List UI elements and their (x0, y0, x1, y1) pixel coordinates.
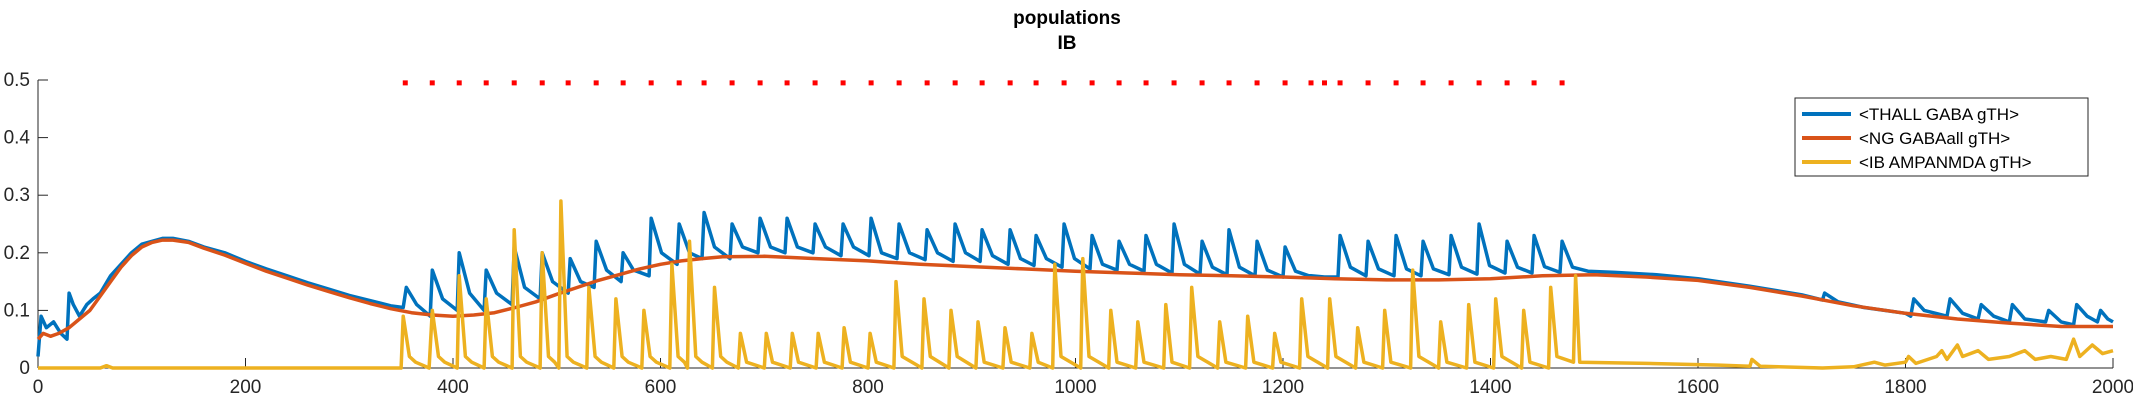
x-tick-label: 400 (437, 377, 469, 398)
stimulus-marker (840, 80, 846, 86)
stimulus-marker (565, 80, 571, 86)
stimulus-marker (1322, 80, 1327, 86)
chart-subtitle: IB (1058, 33, 1077, 54)
legend-label-thall: <THALL GABA gTH> (1859, 105, 2019, 124)
stimulus-marker (1282, 80, 1288, 86)
stimulus-marker (1116, 80, 1122, 86)
series-line-0 (36, 210, 2114, 357)
stimulus-marker (1171, 80, 1177, 86)
x-tick-label: 200 (230, 377, 262, 398)
legend-label-ng: <NG GABAall gTH> (1859, 129, 2010, 148)
stimulus-marker (1559, 80, 1565, 86)
stimulus-marker (429, 80, 435, 86)
stimulus-marker (868, 80, 874, 86)
stimulus-marker (1308, 80, 1314, 86)
chart-title: populations (1013, 8, 1121, 29)
stimulus-marker (757, 80, 763, 86)
stimulus-marker (1199, 80, 1205, 86)
stimulus-markers (402, 80, 1565, 86)
stimulus-marker (1061, 80, 1067, 86)
stimulus-marker (1337, 80, 1343, 86)
stimulus-marker (1226, 80, 1232, 86)
series-line-1 (36, 238, 2113, 341)
stimulus-marker (511, 80, 517, 86)
x-tick-label: 1200 (1262, 377, 1304, 398)
stimulus-marker (456, 80, 462, 86)
stimulus-marker (620, 80, 626, 86)
y-tick-label: 0.5 (4, 70, 30, 91)
stimulus-marker (1448, 80, 1454, 86)
stimulus-marker (1531, 80, 1537, 86)
stimulus-marker (729, 80, 735, 86)
stimulus-marker (402, 80, 408, 86)
y-tick-label: 0.3 (4, 185, 30, 206)
stimulus-marker (1393, 80, 1399, 86)
stimulus-marker (1007, 80, 1013, 86)
x-tick-label: 1400 (1469, 377, 1511, 398)
series-line-2 (38, 199, 2114, 370)
x-tick-label: 0 (33, 377, 44, 398)
x-tick-label: 2000 (2092, 377, 2133, 398)
x-tick-label: 1600 (1677, 377, 1719, 398)
x-tick-label: 800 (852, 377, 884, 398)
stimulus-marker (1420, 80, 1426, 86)
stimulus-marker (483, 80, 489, 86)
stimulus-marker (701, 80, 707, 86)
y-tick-label: 0.4 (4, 128, 31, 149)
stimulus-marker (676, 80, 682, 86)
stimulus-marker (1089, 80, 1095, 86)
stimulus-marker (924, 80, 930, 86)
stimulus-marker (896, 80, 902, 86)
legend: <THALL GABA gTH> <NG GABAall gTH> <IB AM… (1794, 97, 2089, 177)
stimulus-marker (648, 80, 654, 86)
x-tick-label: 1000 (1054, 377, 1096, 398)
y-tick-label: 0 (19, 358, 30, 379)
stimulus-marker (593, 80, 599, 86)
stimulus-marker (1143, 80, 1149, 86)
stimulus-marker (1033, 80, 1039, 86)
legend-label-ib: <IB AMPANMDA gTH> (1859, 153, 2032, 172)
stimulus-marker (952, 80, 958, 86)
y-tick-label: 0.2 (4, 243, 30, 264)
x-tick-label: 1800 (1884, 377, 1926, 398)
x-tick-label: 600 (645, 377, 677, 398)
series-layer (36, 199, 2114, 370)
stimulus-marker (1365, 80, 1371, 86)
y-tick-label: 0.1 (4, 300, 30, 321)
stimulus-marker (1476, 80, 1482, 86)
stimulus-marker (539, 80, 545, 86)
stimulus-marker (1504, 80, 1510, 86)
stimulus-marker (784, 80, 790, 86)
stimulus-marker (979, 80, 985, 86)
stimulus-marker (1254, 80, 1260, 86)
stimulus-marker (812, 80, 818, 86)
tick-group: 0 200 400 600 800 1000 1200 1400 1600 1800 2000 0 0.… (4, 70, 2133, 398)
